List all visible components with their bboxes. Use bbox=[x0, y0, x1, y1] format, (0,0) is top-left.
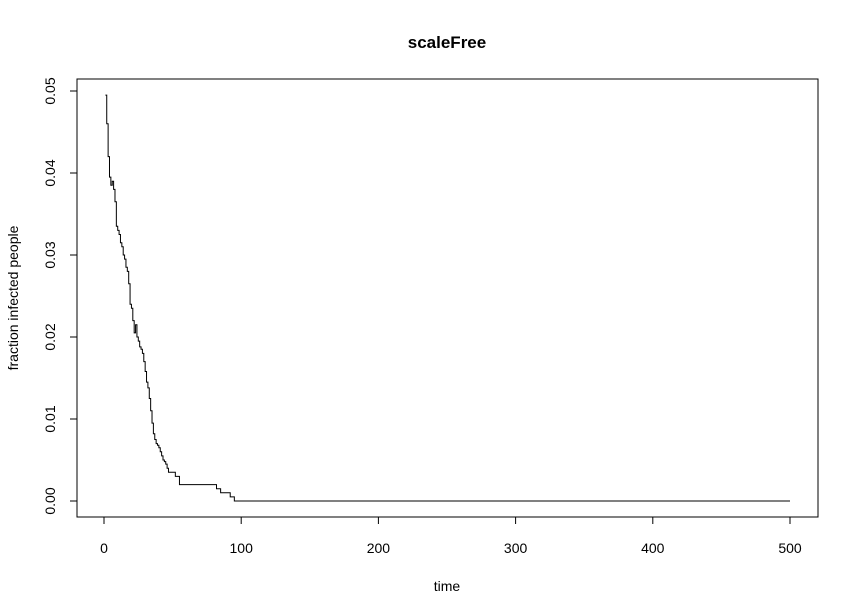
y-tick-label: 0.01 bbox=[42, 405, 58, 432]
chart-title: scaleFree bbox=[408, 33, 486, 52]
x-tick-label: 0 bbox=[100, 540, 108, 556]
x-axis-label: time bbox=[434, 578, 461, 594]
x-tick-label: 100 bbox=[230, 540, 254, 556]
x-tick-label: 300 bbox=[504, 540, 528, 556]
x-tick-label: 200 bbox=[367, 540, 391, 556]
x-tick-label: 400 bbox=[641, 540, 665, 556]
series-line bbox=[105, 94, 790, 502]
x-axis: 0 100 200 300 400 500 bbox=[100, 516, 802, 556]
x-tick-label: 500 bbox=[778, 540, 802, 556]
y-tick-label: 0.05 bbox=[42, 77, 58, 104]
y-tick-label: 0.04 bbox=[42, 159, 58, 186]
plot-frame bbox=[76, 78, 819, 518]
y-axis-label: fraction infected people bbox=[5, 225, 21, 370]
y-axis: 0.00 0.01 0.02 0.03 0.04 0.05 bbox=[42, 77, 78, 515]
y-tick-label: 0.00 bbox=[42, 487, 58, 514]
y-tick-label: 0.03 bbox=[42, 241, 58, 268]
y-tick-label: 0.02 bbox=[42, 323, 58, 350]
